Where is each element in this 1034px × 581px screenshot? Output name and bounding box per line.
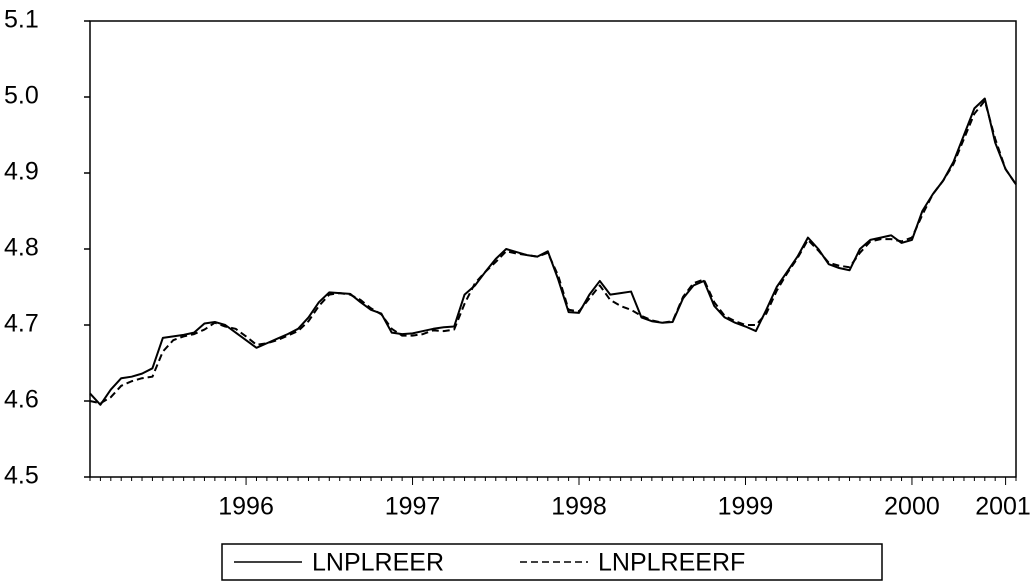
x-tick-label: 1997 <box>385 493 441 521</box>
plot-frame <box>89 20 1017 478</box>
x-tick-label: 1998 <box>551 493 607 521</box>
y-tick-label: 4.6 <box>4 386 39 414</box>
legend-label: LNPLREER <box>312 549 444 577</box>
y-tick-label: 4.7 <box>4 310 39 338</box>
series-line <box>89 97 1017 406</box>
legend-box <box>221 543 883 581</box>
y-tick-label: 4.9 <box>4 158 39 186</box>
x-tick-label: 1996 <box>218 493 274 521</box>
x-tick-label: 2000 <box>884 493 940 521</box>
x-tick-label: 1999 <box>718 493 774 521</box>
legend-label: LNPLREERF <box>598 549 745 577</box>
y-tick-label: 5.0 <box>4 82 39 110</box>
y-tick-label: 4.8 <box>4 234 39 262</box>
legend: LNPLREER LNPLREERF <box>221 543 883 581</box>
y-tick-label: 4.5 <box>4 462 39 490</box>
x-tick-label: 2001 <box>975 493 1031 521</box>
series-line <box>89 99 1017 405</box>
y-tick-label: 5.1 <box>4 6 39 34</box>
